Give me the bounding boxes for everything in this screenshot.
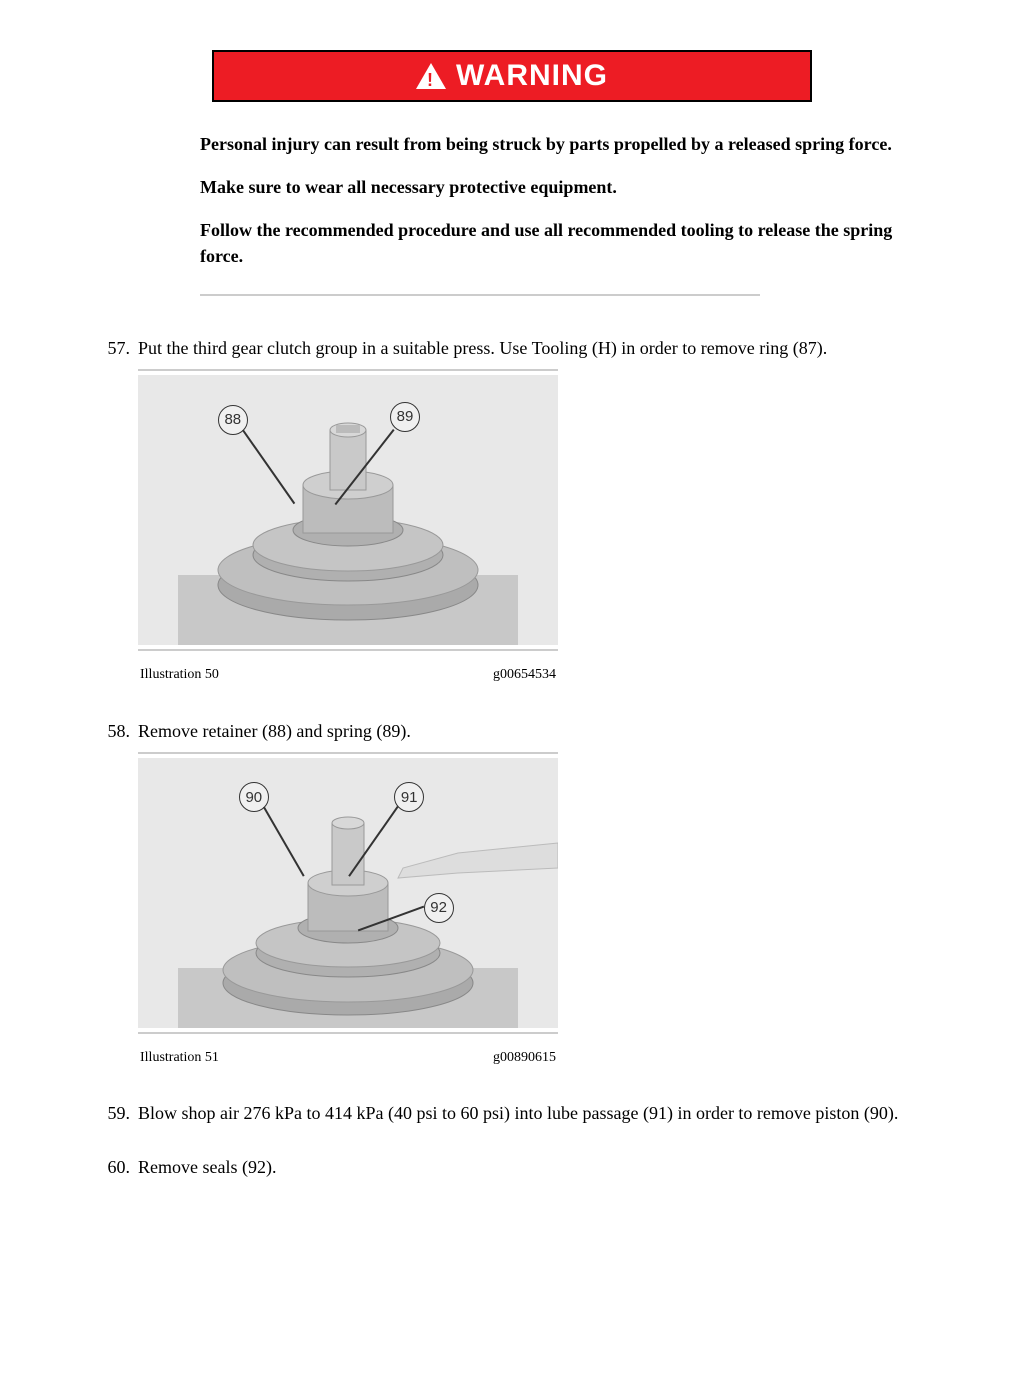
figure-top-rule <box>138 752 558 754</box>
figure-block: 90 91 92 Illustration 51 g00890615 <box>138 752 558 1072</box>
callout-92: 92 <box>424 893 454 923</box>
image-code: g00654534 <box>493 665 556 685</box>
warning-paragraph: Make sure to wear all necessary protecti… <box>200 175 914 200</box>
figure-caption: Illustration 51 g00890615 <box>138 1038 558 1072</box>
step-text: Remove seals (92). <box>138 1155 934 1180</box>
step-number: 58. <box>90 719 138 1072</box>
step-body: Remove seals (92). <box>138 1155 934 1188</box>
callout-89: 89 <box>390 402 420 432</box>
step-text: Put the third gear clutch group in a sui… <box>138 336 934 361</box>
warning-triangle-icon: ! <box>416 63 446 89</box>
step-number: 59. <box>90 1101 138 1134</box>
callout-label: 89 <box>397 406 414 427</box>
callout-91: 91 <box>394 782 424 812</box>
step-number: 57. <box>90 336 138 689</box>
callout-label: 91 <box>401 787 418 808</box>
figure-caption: Illustration 50 g00654534 <box>138 655 558 689</box>
figure-image: 88 89 <box>138 375 558 645</box>
procedure-step: 57. Put the third gear clutch group in a… <box>90 336 934 689</box>
warning-banner: ! WARNING <box>212 50 812 102</box>
gear-assembly-illustration <box>138 758 558 1028</box>
step-number: 60. <box>90 1155 138 1188</box>
step-body: Put the third gear clutch group in a sui… <box>138 336 934 689</box>
warning-text-block: Personal injury can result from being st… <box>200 132 914 269</box>
illustration-label: Illustration 50 <box>140 665 219 685</box>
step-body: Remove retainer (88) and spring (89). <box>138 719 934 1072</box>
callout-label: 92 <box>430 897 447 918</box>
procedure-step: 60. Remove seals (92). <box>90 1155 934 1188</box>
procedure-step: 59. Blow shop air 276 kPa to 414 kPa (40… <box>90 1101 934 1134</box>
figure-bottom-rule <box>138 649 558 651</box>
step-text: Blow shop air 276 kPa to 414 kPa (40 psi… <box>138 1101 934 1126</box>
gear-assembly-illustration <box>138 375 558 645</box>
callout-label: 90 <box>245 787 262 808</box>
section-divider <box>200 294 760 296</box>
step-body: Blow shop air 276 kPa to 414 kPa (40 psi… <box>138 1101 934 1134</box>
figure-top-rule <box>138 369 558 371</box>
exclamation-icon: ! <box>427 68 433 93</box>
figure-image: 90 91 92 <box>138 758 558 1028</box>
step-text: Remove retainer (88) and spring (89). <box>138 719 934 744</box>
warning-label: WARNING <box>456 55 608 97</box>
figure-block: 88 89 Illustration 50 g00654534 <box>138 369 558 689</box>
illustration-label: Illustration 51 <box>140 1048 219 1068</box>
image-code: g00890615 <box>493 1048 556 1068</box>
figure-bottom-rule <box>138 1032 558 1034</box>
callout-label: 88 <box>224 409 241 430</box>
procedure-step: 58. Remove retainer (88) and spring (89)… <box>90 719 934 1072</box>
warning-paragraph: Personal injury can result from being st… <box>200 132 914 157</box>
warning-paragraph: Follow the recommended procedure and use… <box>200 218 914 268</box>
